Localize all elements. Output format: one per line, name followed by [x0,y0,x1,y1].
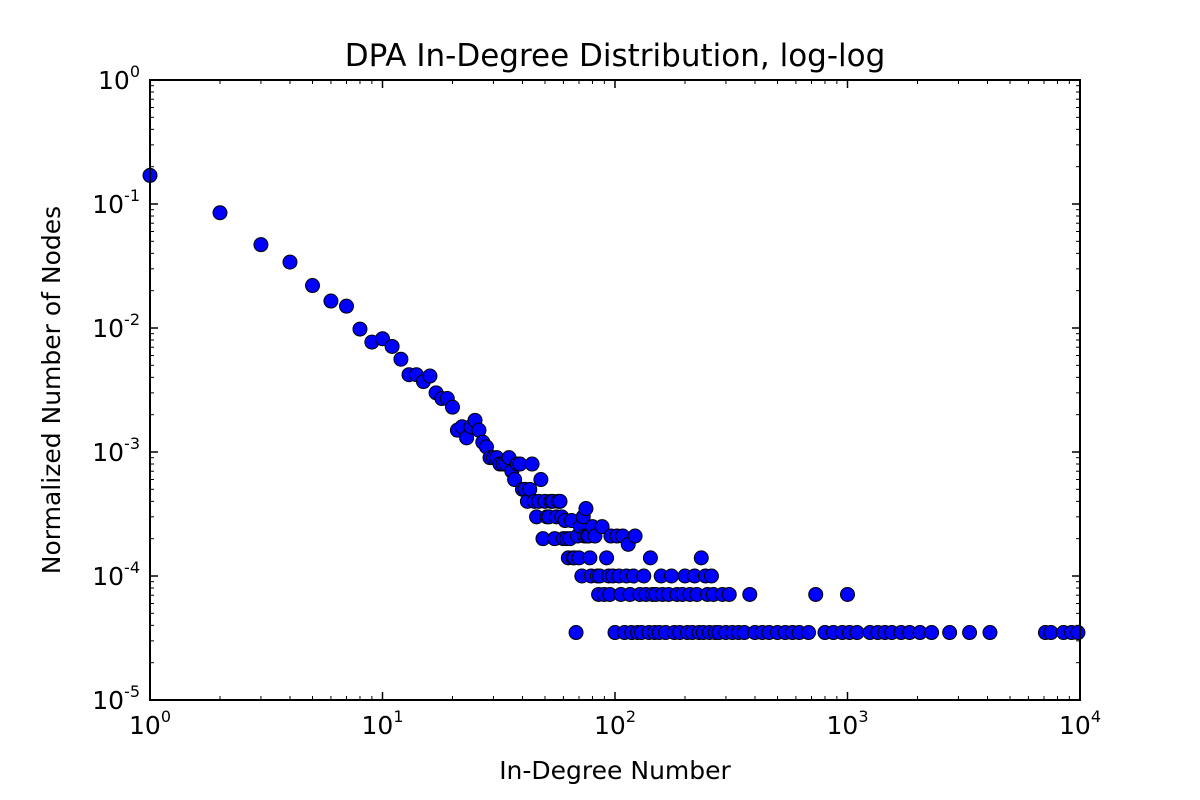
x-tick-label: 101 [362,707,404,740]
data-point [282,254,298,270]
data-point [924,625,940,641]
data-point [1070,625,1086,641]
data-point [962,625,978,641]
data-point [982,625,998,641]
y-axis-label: Normalized Number of Nodes [37,206,66,574]
data-point [642,550,658,566]
data-point [253,237,269,253]
data-point [849,625,865,641]
data-point [582,550,598,566]
data-point [664,568,680,584]
data-point [1043,625,1059,641]
data-point [942,625,958,641]
data-point [533,472,549,488]
x-tick-label: 103 [827,707,869,740]
chart-title: DPA In-Degree Distribution, log-log [345,38,886,74]
data-point [808,586,824,602]
data-point [338,298,354,314]
data-point [742,586,758,602]
x-tick-label: 104 [1059,707,1101,740]
data-point [693,550,709,566]
data-point [578,501,594,517]
y-tick-label: 10-2 [92,310,140,343]
data-point [568,625,584,641]
data-point [507,472,523,488]
y-tick-label: 10-1 [92,186,140,219]
data-point [594,519,610,535]
x-tick-label: 102 [594,707,636,740]
data-point [352,321,368,337]
data-point [305,278,321,294]
data-point [384,338,400,354]
x-ticks: 100 101 102 103 104 [129,80,1101,740]
data-point [801,625,817,641]
data-point [636,568,652,584]
x-axis-label: In-Degree Number [499,756,731,785]
y-tick-label: 100 [98,62,140,95]
data-point [212,205,228,221]
y-tick-label: 10-4 [92,558,140,591]
data-point [524,456,540,472]
data-point [599,550,615,566]
plot-area: 100 101 102 103 104 10-5 10-4 10-3 10-2 10-1 100 [92,62,1101,740]
data-point [422,368,438,384]
data-point [627,528,643,544]
data-point [703,568,719,584]
data-point [721,586,737,602]
data-point [552,493,568,509]
data-point [840,586,855,602]
plot-frame [150,80,1080,700]
data-point [323,293,339,309]
y-tick-label: 10-3 [92,434,140,467]
data-point [444,399,460,415]
x-tick-label: 100 [129,707,171,740]
data-points [142,167,1086,641]
y-tick-label: 10-5 [92,682,140,715]
data-point [393,351,409,367]
plot-border [149,79,1081,701]
